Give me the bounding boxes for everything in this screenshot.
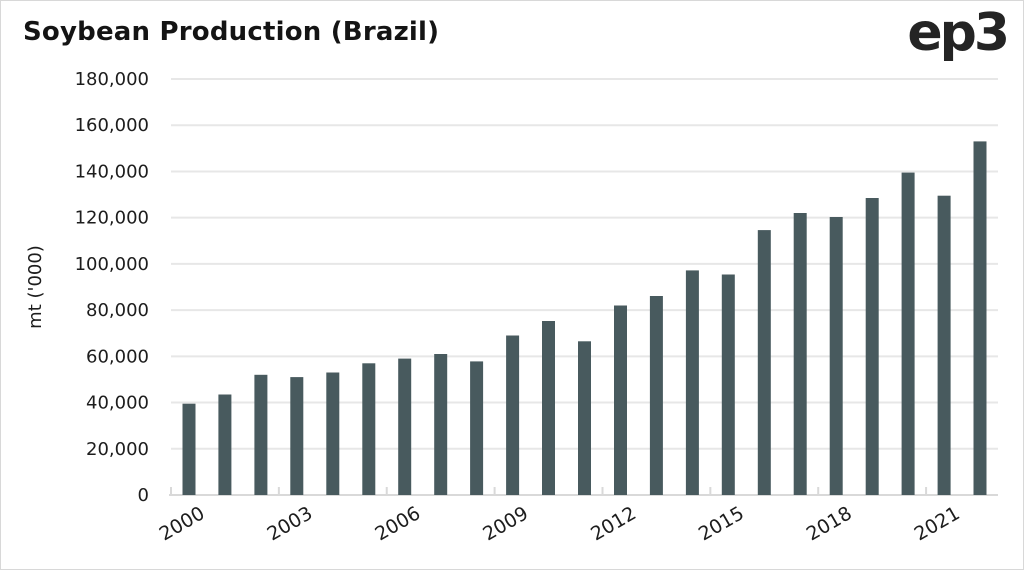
bar-2022 [973, 141, 987, 495]
x-tick-label: 2012 [587, 502, 640, 545]
bar-2002 [254, 374, 268, 495]
bar-2019 [865, 198, 879, 495]
x-tick-label: 2015 [695, 502, 748, 545]
x-tick-label: 2006 [371, 502, 424, 545]
bar-2001 [218, 394, 232, 495]
bar-2006 [398, 358, 412, 495]
bar-2008 [470, 361, 484, 495]
x-tick-label: 2021 [911, 502, 964, 545]
y-tick-label: 0 [138, 485, 149, 506]
y-tick-label: 180,000 [75, 69, 149, 90]
bar-2011 [578, 341, 591, 495]
bar-2009 [506, 335, 520, 495]
chart-title: Soybean Production (Brazil) [23, 17, 440, 47]
y-tick-label: 80,000 [86, 300, 149, 321]
x-tick-label: 2009 [479, 502, 532, 545]
bars [182, 141, 987, 495]
bar-2021 [937, 195, 951, 495]
bar-2005 [362, 363, 376, 495]
bar-2004 [326, 372, 340, 495]
y-axis-title: mt ('000) [25, 245, 46, 329]
y-axis-labels: 0 20,000 40,000 60,000 80,000 100,000 120,000 1… [75, 69, 149, 506]
bar-2003 [290, 377, 304, 495]
bar-2010 [542, 321, 555, 495]
x-tick-label: 2018 [803, 502, 856, 545]
y-tick-label: 100,000 [75, 254, 149, 275]
x-tick-label: 2003 [263, 502, 316, 545]
y-tick-label: 140,000 [75, 161, 149, 182]
bar-2020 [901, 172, 915, 495]
y-tick-label: 60,000 [86, 346, 149, 367]
ep3-logo: ep3 [907, 3, 1010, 63]
bar-2007 [434, 354, 448, 495]
y-tick-label: 40,000 [86, 393, 149, 414]
y-tick-label: 160,000 [75, 115, 149, 136]
bar-2016 [757, 230, 771, 495]
bar-2012 [614, 305, 627, 495]
x-tick-label: 2000 [156, 502, 209, 545]
y-tick-label: 20,000 [86, 439, 149, 460]
bar-2000 [182, 403, 196, 495]
bar-2014 [685, 270, 699, 495]
y-tick-label: 120,000 [75, 208, 149, 229]
bar-2013 [649, 296, 663, 495]
bar-2018 [829, 217, 843, 495]
bar-2017 [793, 213, 807, 495]
x-axis-labels: 2000 2003 2006 2009 2012 2015 2018 2021 [156, 502, 964, 545]
bar-2015 [721, 274, 735, 495]
